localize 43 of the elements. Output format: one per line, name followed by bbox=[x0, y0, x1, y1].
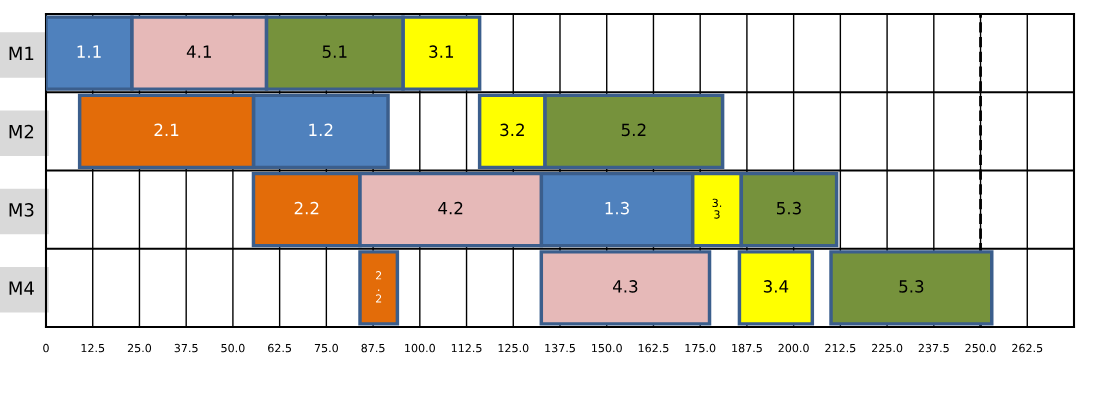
x-tick-label: 100.0 bbox=[405, 343, 435, 353]
annotation: 4.2 bbox=[438, 201, 463, 215]
annotation: 5.2 bbox=[621, 123, 646, 137]
x-tick-label: 225.0 bbox=[872, 343, 903, 353]
x-tick-label: 125.0 bbox=[498, 343, 529, 353]
x-tick-label: 187.5 bbox=[732, 343, 762, 353]
annotation: 3.2 bbox=[500, 123, 524, 137]
x-tick-label: 12.5 bbox=[81, 343, 105, 353]
annotation: 1.1 bbox=[77, 45, 101, 58]
annotation: 5.3 bbox=[899, 280, 924, 293]
annotation: 2.1 bbox=[154, 123, 179, 136]
x-tick-label: 137.5 bbox=[545, 343, 575, 353]
annotation: 3. 3 bbox=[712, 198, 722, 219]
annotation: 4.3 bbox=[612, 280, 638, 293]
x-tick-label: 62.5 bbox=[268, 343, 292, 353]
x-tick-label: 200.0 bbox=[778, 343, 809, 353]
x-tick-label: 162.5 bbox=[638, 343, 669, 353]
x-tick-label: 50.0 bbox=[221, 343, 245, 353]
x-tick-label: 0 bbox=[43, 343, 49, 353]
x-tick-label: 25.0 bbox=[127, 343, 152, 353]
x-tick-label: 212.5 bbox=[825, 343, 856, 353]
annotation: 5.3 bbox=[777, 201, 801, 215]
x-tick-label: 150.0 bbox=[592, 343, 622, 353]
annotation: 4.1 bbox=[186, 45, 211, 58]
annotation: 1.3 bbox=[605, 201, 629, 215]
x-tick-label: 75.0 bbox=[314, 343, 338, 353]
x-tick-label: 250.0 bbox=[965, 343, 996, 353]
x-tick-label: 87.5 bbox=[361, 343, 385, 353]
annotation: 3.1 bbox=[429, 45, 454, 58]
y-tick-label: M1 bbox=[9, 46, 34, 60]
x-tick-label: 112.5 bbox=[451, 343, 482, 353]
y-tick-label: M2 bbox=[9, 124, 34, 139]
x-tick-label: 37.5 bbox=[174, 343, 198, 353]
x-tick-label: 175.0 bbox=[685, 343, 716, 353]
y-tick-label: M4 bbox=[9, 281, 34, 295]
y-tick-label: M3 bbox=[9, 203, 34, 217]
x-tick-label: 237.5 bbox=[918, 343, 949, 353]
annotation: 2 . 2 bbox=[375, 271, 382, 303]
annotation: 2.2 bbox=[294, 201, 319, 215]
annotation: 5.1 bbox=[322, 45, 347, 58]
x-tick-label: 262.5 bbox=[1012, 343, 1043, 353]
annotation: 3.4 bbox=[763, 280, 789, 293]
annotation: 1.2 bbox=[309, 123, 333, 136]
